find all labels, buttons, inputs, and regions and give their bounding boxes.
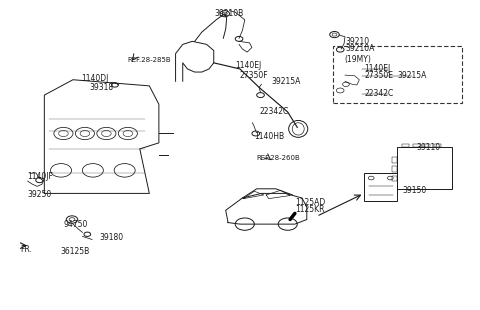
Text: REF.28-285B: REF.28-285B [128, 57, 171, 63]
Text: 1140JF: 1140JF [28, 172, 53, 181]
Text: 39210B: 39210B [215, 9, 244, 18]
Text: 94750: 94750 [63, 219, 88, 229]
Text: 1125AD: 1125AD [295, 198, 325, 207]
Text: 39150: 39150 [402, 186, 427, 195]
Text: 39210: 39210 [345, 37, 369, 46]
Bar [392, 175, 397, 181]
Bar [392, 166, 397, 172]
Text: 39318: 39318 [89, 83, 114, 92]
Text: 39250: 39250 [28, 190, 52, 199]
Text: 39110: 39110 [417, 143, 441, 152]
Text: 39215A: 39215A [271, 77, 300, 86]
Text: 39180: 39180 [99, 233, 123, 242]
Text: 36125B: 36125B [61, 247, 90, 256]
Bar [413, 144, 420, 147]
Text: 1125KR: 1125KR [295, 205, 324, 214]
Bar [397, 147, 452, 189]
Text: 1140HB: 1140HB [254, 132, 285, 141]
Text: 27350E: 27350E [364, 71, 393, 80]
Text: 1140EJ: 1140EJ [235, 61, 262, 70]
Text: 27350F: 27350F [240, 71, 269, 80]
Text: 22342C: 22342C [364, 89, 393, 98]
Bar [392, 157, 397, 163]
Bar [423, 144, 431, 147]
Bar [434, 144, 441, 147]
Text: 39210A: 39210A [345, 44, 374, 53]
Text: 22342C: 22342C [259, 108, 288, 117]
Text: 1140EJ: 1140EJ [364, 64, 390, 73]
Bar [402, 144, 409, 147]
Text: 39215A: 39215A [397, 71, 427, 80]
Text: 1140DJ: 1140DJ [82, 74, 109, 83]
Text: FR.: FR. [21, 245, 32, 254]
Bar [364, 173, 397, 201]
Text: REF.28-260B: REF.28-260B [257, 155, 300, 161]
Text: (19MY): (19MY) [344, 55, 371, 64]
